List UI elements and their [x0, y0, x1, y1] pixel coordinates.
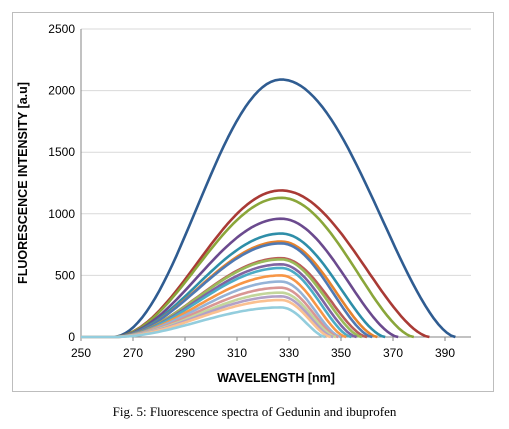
series-lines	[81, 78, 456, 339]
figure-caption: Fig. 5: Fluorescence spectra of Gedunin …	[112, 404, 397, 419]
x-tick-label: 270	[123, 346, 143, 360]
series-line	[81, 217, 399, 339]
series-line	[81, 232, 386, 339]
series-line	[81, 196, 415, 339]
chart-svg: 0 500 1000 1500 2000 2500 250 270 290 310 330 350 37…	[16, 22, 471, 385]
x-tick-label: 310	[227, 346, 247, 360]
y-tick-label: 2500	[48, 22, 75, 36]
chart-frame: 0 500 1000 1500 2000 2500 250 270 290 310 330 350 37…	[12, 12, 494, 392]
x-tick-label: 330	[279, 346, 299, 360]
x-tick-label: 370	[383, 346, 403, 360]
series-line	[81, 306, 326, 339]
x-tick-label: 290	[175, 346, 195, 360]
x-tick-label: 350	[331, 346, 351, 360]
tick-labels: 0 500 1000 1500 2000 2500 250 270 290 310 330 350 37…	[48, 22, 455, 360]
y-tick-label: 1000	[48, 207, 75, 221]
y-tick-label: 2000	[48, 84, 75, 98]
y-axis-title: FLUORESCENCE INTENSITY [a.u]	[16, 82, 30, 284]
y-tick-label: 0	[68, 330, 75, 344]
series-line	[81, 78, 456, 339]
series-line	[81, 242, 373, 339]
x-tick-label: 390	[435, 346, 455, 360]
gridlines	[81, 28, 471, 276]
y-tick-label: 1500	[48, 145, 75, 159]
y-tick-label: 500	[55, 268, 75, 282]
x-tick-label: 250	[71, 346, 91, 360]
axes	[80, 29, 471, 341]
x-axis-title: WAVELENGTH [nm]	[217, 371, 335, 385]
series-line	[81, 295, 334, 339]
